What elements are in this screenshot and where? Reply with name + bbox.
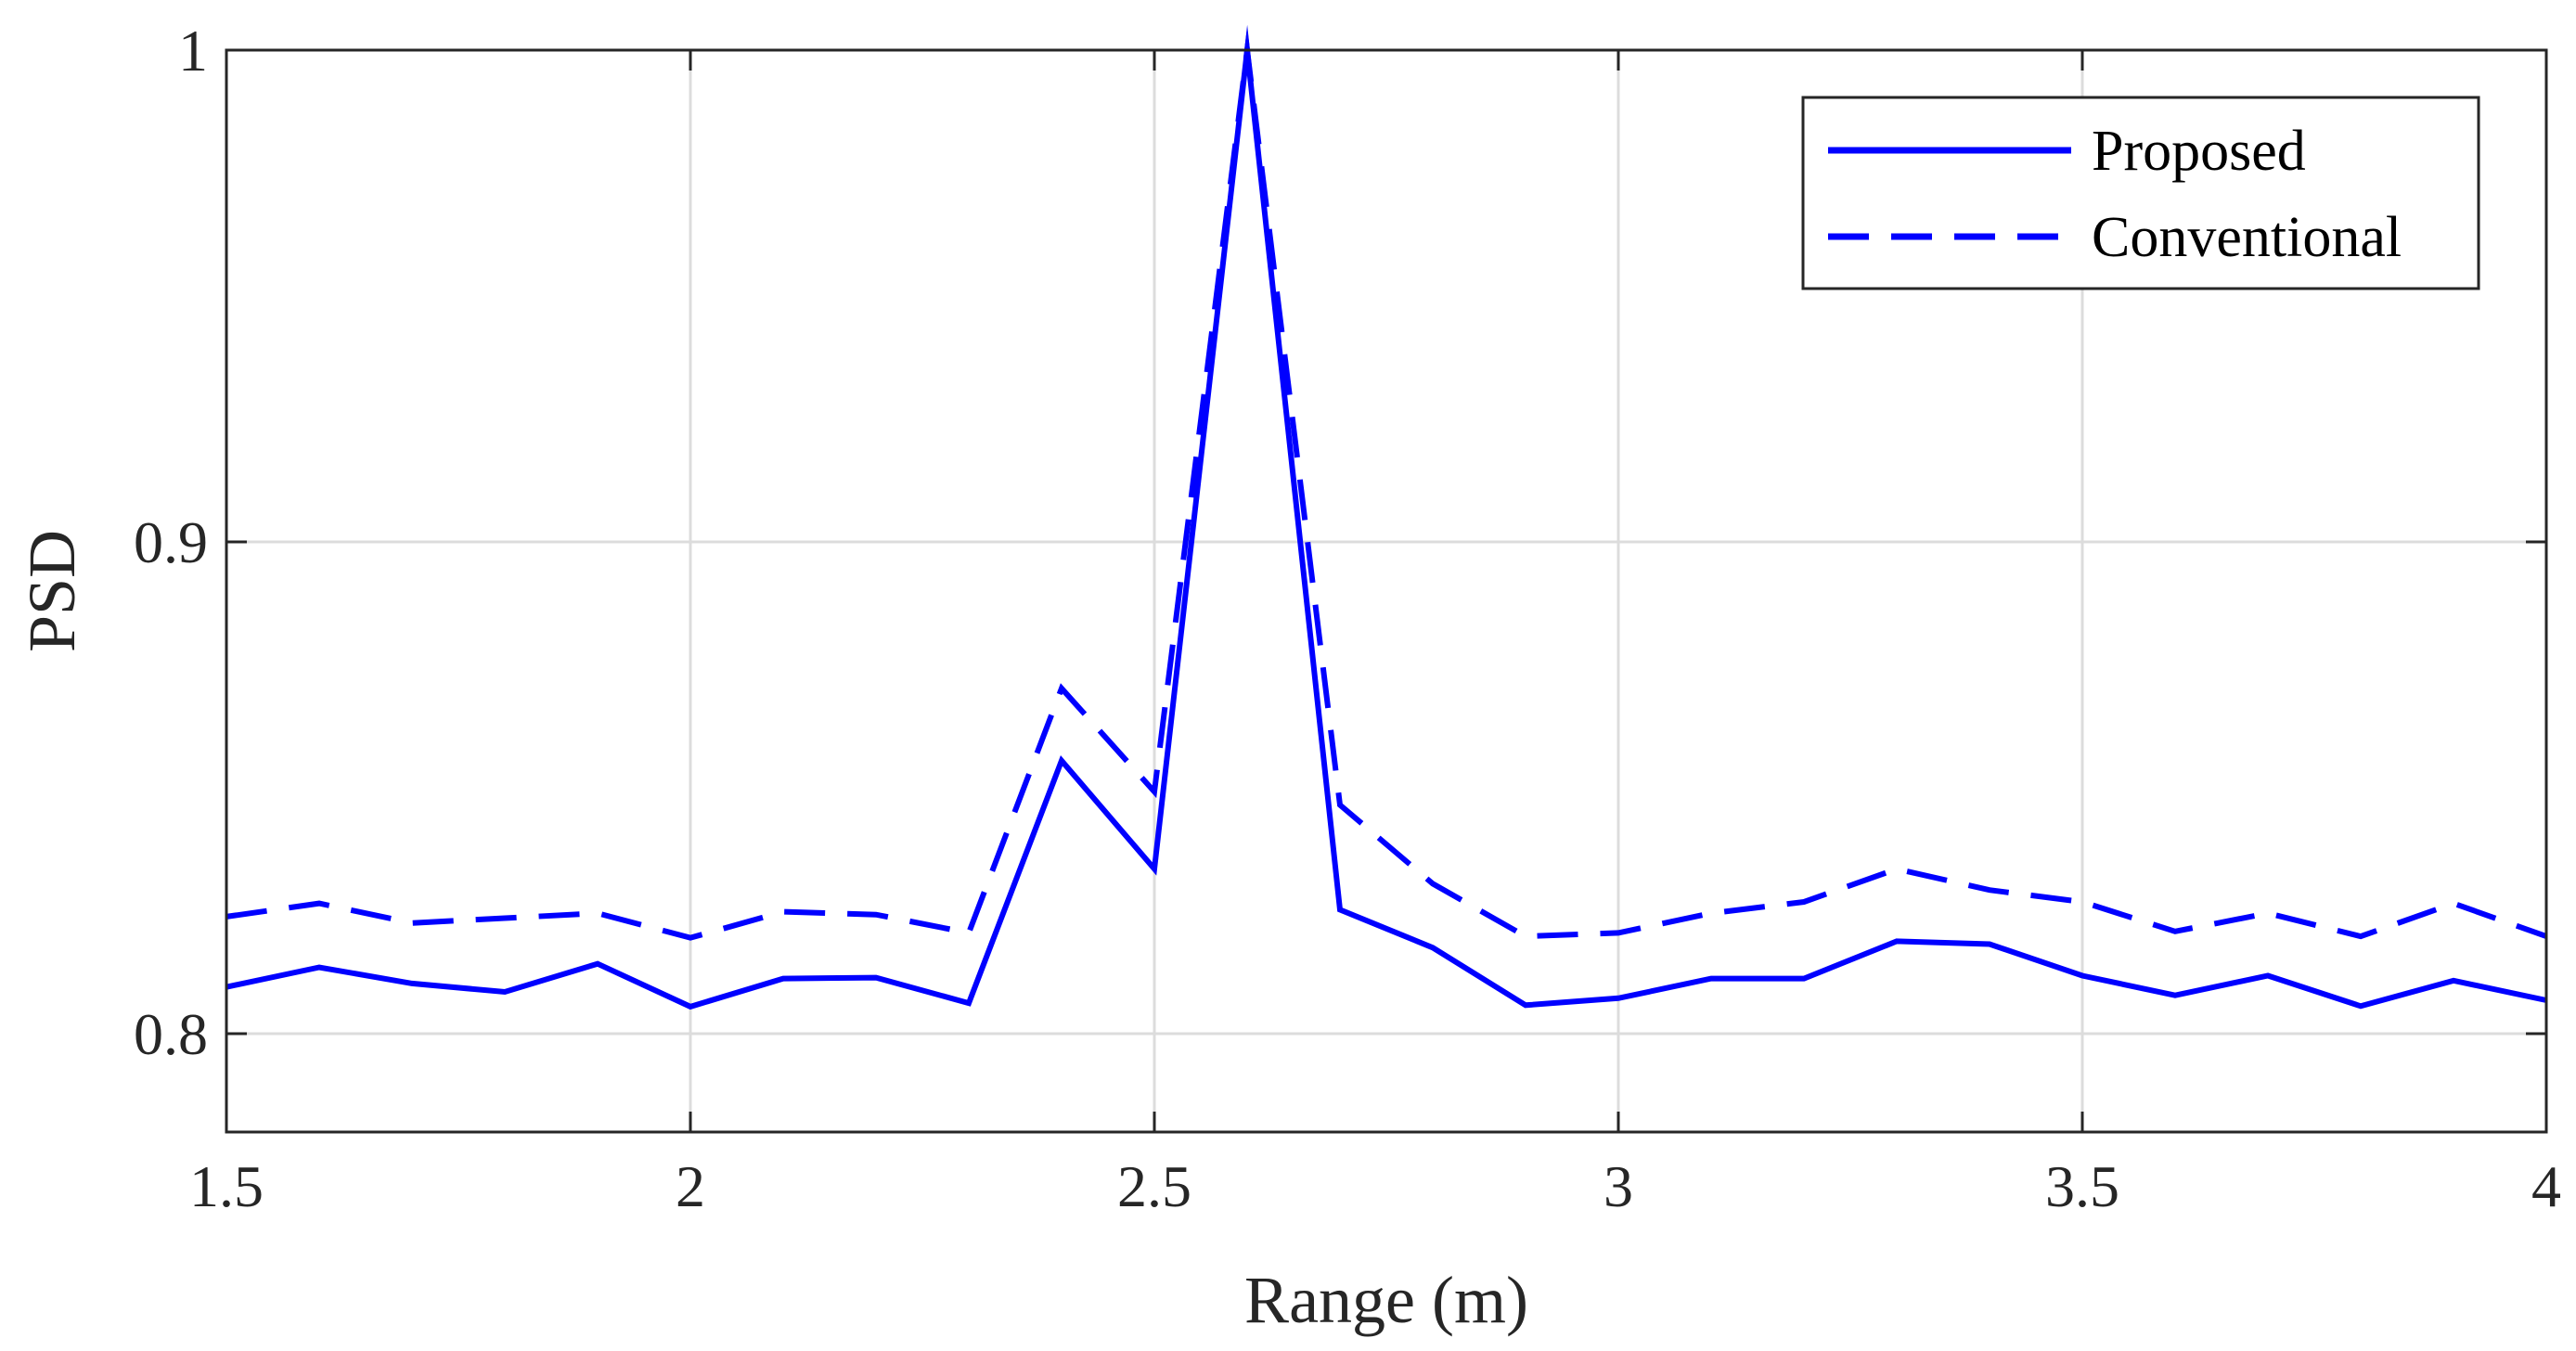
y-tick-label: 1 <box>178 18 208 84</box>
y-axis-label: PSD <box>15 530 89 652</box>
legend-label-conventional: Conventional <box>2092 206 2402 269</box>
legend: Proposed Conventional <box>1801 96 2480 290</box>
y-tick-label: 0.9 <box>134 509 208 575</box>
series-line-proposed <box>225 24 2547 1010</box>
axis-ticks <box>225 48 2548 1132</box>
x-tick-label: 3 <box>1604 1153 1633 1219</box>
x-tick-label: 3.5 <box>2045 1153 2119 1219</box>
x-tick-label: 2 <box>676 1153 705 1219</box>
legend-box <box>1801 96 2480 290</box>
x-tick-label: 4 <box>2531 1153 2561 1219</box>
series-lines <box>225 24 2548 1010</box>
series-line-conventional <box>225 27 2548 941</box>
y-tick-label: 0.8 <box>134 1001 208 1067</box>
x-axis-label: Range (m) <box>1244 1263 1528 1337</box>
plot-frame <box>225 48 2548 1134</box>
x-tick-label: 1.5 <box>189 1153 264 1219</box>
legend-label-proposed: Proposed <box>2092 120 2306 183</box>
tick-labels: 1.5 2 2.5 3 3.5 4 0.8 0.9 1 <box>134 18 2561 1219</box>
x-tick-label: 2.5 <box>1117 1153 1191 1219</box>
